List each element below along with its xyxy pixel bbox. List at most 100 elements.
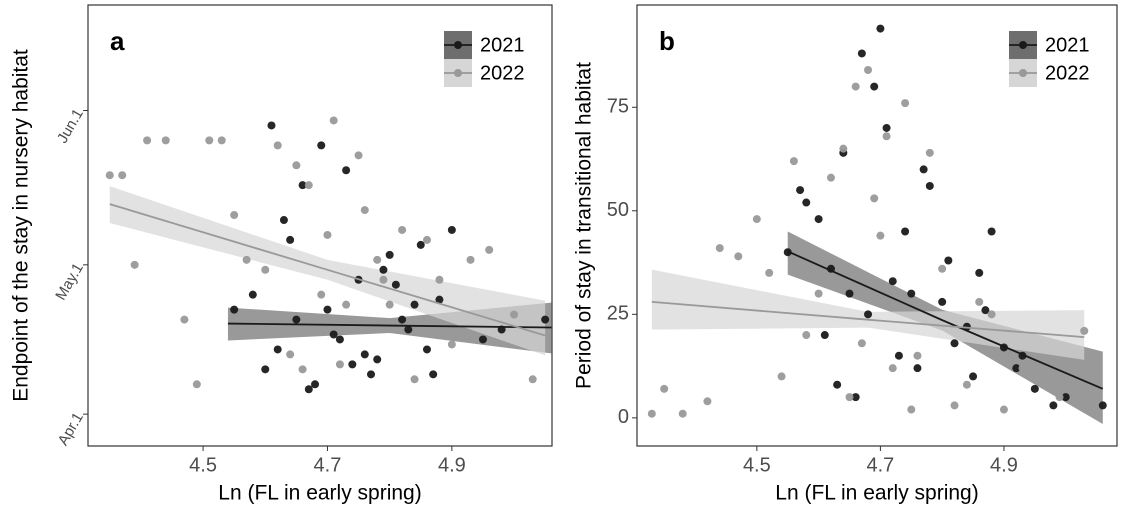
- fit-line: [651, 301, 1085, 338]
- data-point: [360, 350, 369, 359]
- fit-line: [787, 250, 1104, 390]
- data-point: [398, 315, 407, 324]
- data-point: [161, 136, 170, 145]
- data-point: [901, 227, 910, 236]
- data-point: [304, 181, 313, 190]
- data-point: [230, 211, 239, 220]
- data-point: [919, 165, 928, 174]
- data-point: [796, 186, 805, 195]
- confidence-band: [109, 186, 546, 356]
- data-point: [286, 235, 295, 244]
- data-point: [298, 181, 307, 190]
- data-point: [913, 364, 922, 373]
- data-point: [1055, 393, 1064, 402]
- data-point: [335, 335, 344, 344]
- data-point: [422, 345, 431, 354]
- data-point: [466, 255, 475, 264]
- y-tick-label: 75: [607, 96, 629, 118]
- legend-label: 2021: [1045, 34, 1090, 56]
- x-tick-label: 4.9: [438, 454, 466, 476]
- data-point: [938, 264, 947, 273]
- data-point: [1061, 393, 1070, 402]
- legend-dot: [454, 41, 462, 49]
- data-point: [447, 225, 456, 234]
- y-tick-label: Apr.1: [55, 410, 87, 449]
- data-point: [820, 331, 829, 340]
- data-point: [354, 151, 363, 160]
- data-point: [901, 99, 910, 108]
- data-point: [317, 141, 326, 150]
- data-point: [143, 136, 152, 145]
- data-point: [279, 216, 288, 225]
- data-point: [192, 380, 201, 389]
- data-point: [261, 365, 270, 374]
- data-point: [335, 360, 344, 369]
- panel-label: b: [659, 26, 675, 56]
- data-point: [851, 393, 860, 402]
- data-point: [180, 315, 189, 324]
- data-point: [416, 240, 425, 249]
- data-point: [230, 305, 239, 314]
- data-point: [950, 401, 959, 410]
- data-point: [323, 305, 332, 314]
- data-point: [845, 289, 854, 298]
- data-point: [478, 335, 487, 344]
- data-point: [975, 297, 984, 306]
- data-point: [435, 295, 444, 304]
- legend-label: 2022: [1045, 62, 1090, 84]
- data-point: [130, 260, 139, 269]
- data-point: [342, 300, 351, 309]
- data-point: [876, 24, 885, 33]
- data-point: [925, 148, 934, 157]
- data-point: [323, 230, 332, 239]
- legend-label: 2022: [480, 62, 525, 84]
- x-tick-label: 4.5: [743, 454, 771, 476]
- data-point: [833, 380, 842, 389]
- y-tick-label: May.1: [52, 260, 87, 303]
- data-point: [304, 385, 313, 394]
- data-point: [1030, 384, 1039, 393]
- data-point: [242, 255, 251, 264]
- data-point: [975, 268, 984, 277]
- data-point: [329, 116, 338, 125]
- data-point: [802, 331, 811, 340]
- data-point: [379, 265, 388, 274]
- x-axis-title: Ln (FL in early spring): [775, 482, 978, 505]
- data-point: [913, 351, 922, 360]
- data-point: [987, 310, 996, 319]
- data-point: [248, 290, 257, 299]
- data-point: [510, 310, 519, 319]
- fit-line: [227, 322, 552, 329]
- data-point: [317, 290, 326, 299]
- data-point: [907, 289, 916, 298]
- data-point: [541, 315, 550, 324]
- data-point: [981, 306, 990, 315]
- data-point: [292, 161, 301, 170]
- data-point: [391, 280, 400, 289]
- legend-dot: [1019, 69, 1027, 77]
- data-point: [329, 330, 338, 339]
- data-point: [292, 315, 301, 324]
- data-point: [435, 275, 444, 284]
- x-axis-title: Ln (FL in early spring): [218, 482, 421, 505]
- data-point: [398, 225, 407, 234]
- data-point: [888, 277, 897, 286]
- data-point: [864, 310, 873, 319]
- data-point: [286, 350, 295, 359]
- data-point: [311, 380, 320, 389]
- data-point: [1098, 401, 1107, 410]
- data-point: [410, 300, 419, 309]
- plot-area: [647, 24, 1107, 425]
- data-point: [385, 300, 394, 309]
- y-tick-label: 25: [607, 303, 629, 325]
- x-tick-label: 4.7: [314, 454, 342, 476]
- data-point: [870, 194, 879, 203]
- data-point: [765, 268, 774, 277]
- data-point: [485, 245, 494, 254]
- data-point: [826, 173, 835, 182]
- data-point: [802, 198, 811, 207]
- data-point: [528, 375, 537, 384]
- data-point: [379, 275, 388, 284]
- data-point: [1012, 364, 1021, 373]
